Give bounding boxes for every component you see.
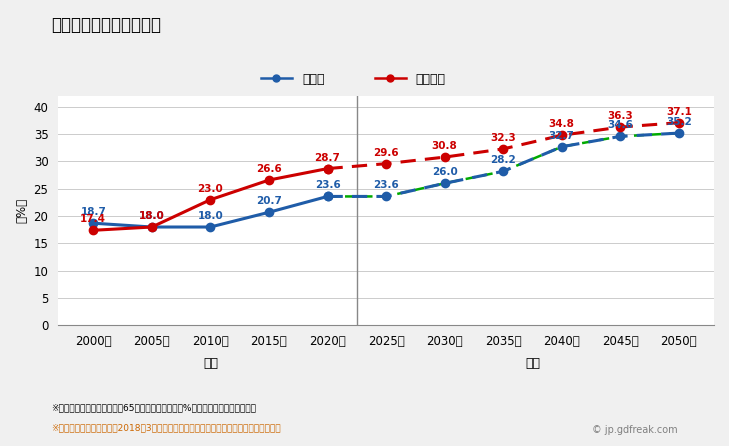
Text: 予測: 予測	[525, 357, 540, 371]
Text: 34.6: 34.6	[607, 120, 634, 130]
Text: 23.0: 23.0	[198, 184, 223, 194]
Text: 23.6: 23.6	[315, 181, 340, 190]
Text: 18.7: 18.7	[80, 207, 106, 217]
Text: ※図中の緑の点線は、前回2018年3月公表の「将来人口推計」に基づく当地域の高齢化率: ※図中の緑の点線は、前回2018年3月公表の「将来人口推計」に基づく当地域の高齢…	[51, 424, 281, 433]
Y-axis label: （%）: （%）	[15, 198, 28, 223]
Text: 37.1: 37.1	[666, 107, 692, 117]
Text: 30.8: 30.8	[432, 141, 458, 151]
Text: 23.6: 23.6	[373, 181, 399, 190]
Text: 18.0: 18.0	[139, 211, 165, 221]
Text: 35.2: 35.2	[666, 117, 692, 127]
Text: ※高齢化率：総人口にしめる65歳以上の人口割合（%），年齢不詳を除いて算出: ※高齢化率：総人口にしめる65歳以上の人口割合（%），年齢不詳を除いて算出	[51, 404, 256, 413]
Text: 17.4: 17.4	[80, 214, 106, 224]
Text: 28.2: 28.2	[491, 155, 516, 165]
Text: 28.7: 28.7	[315, 153, 340, 163]
Text: 32.7: 32.7	[549, 131, 574, 141]
Text: 18.0: 18.0	[198, 211, 223, 221]
Legend: 川北町, 全国平均: 川北町, 全国平均	[256, 68, 451, 91]
Text: 29.6: 29.6	[373, 148, 399, 157]
Text: 川北町の高齢化率の推移: 川北町の高齢化率の推移	[51, 16, 161, 33]
Text: 実績: 実績	[203, 357, 218, 371]
Text: 36.3: 36.3	[607, 111, 634, 121]
Text: 32.3: 32.3	[491, 133, 516, 143]
Text: 18.0: 18.0	[139, 211, 165, 221]
Text: 26.0: 26.0	[432, 167, 458, 178]
Text: 20.7: 20.7	[256, 196, 282, 206]
Text: © jp.gdfreak.com: © jp.gdfreak.com	[593, 425, 678, 435]
Text: 34.8: 34.8	[549, 119, 574, 129]
Text: 26.6: 26.6	[256, 164, 282, 174]
